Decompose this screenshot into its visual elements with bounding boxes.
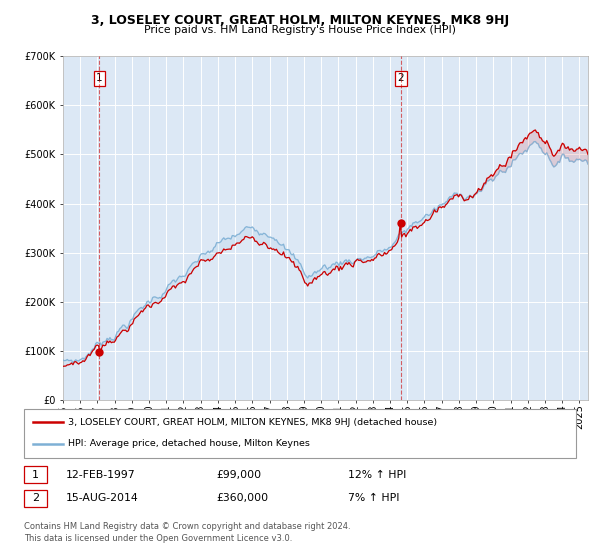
Text: Price paid vs. HM Land Registry's House Price Index (HPI): Price paid vs. HM Land Registry's House … <box>144 25 456 35</box>
Text: 1: 1 <box>96 73 103 83</box>
Text: 12% ↑ HPI: 12% ↑ HPI <box>348 470 406 480</box>
Text: 3, LOSELEY COURT, GREAT HOLM, MILTON KEYNES, MK8 9HJ: 3, LOSELEY COURT, GREAT HOLM, MILTON KEY… <box>91 14 509 27</box>
Text: 2: 2 <box>32 493 39 503</box>
Text: 7% ↑ HPI: 7% ↑ HPI <box>348 493 400 503</box>
Text: HPI: Average price, detached house, Milton Keynes: HPI: Average price, detached house, Milt… <box>68 440 310 449</box>
Text: Contains HM Land Registry data © Crown copyright and database right 2024.
This d: Contains HM Land Registry data © Crown c… <box>24 522 350 543</box>
Text: 15-AUG-2014: 15-AUG-2014 <box>66 493 139 503</box>
Text: 12-FEB-1997: 12-FEB-1997 <box>66 470 136 480</box>
Text: £99,000: £99,000 <box>216 470 261 480</box>
Text: 1: 1 <box>32 470 39 480</box>
Text: 2: 2 <box>397 73 404 83</box>
Text: 3, LOSELEY COURT, GREAT HOLM, MILTON KEYNES, MK8 9HJ (detached house): 3, LOSELEY COURT, GREAT HOLM, MILTON KEY… <box>68 418 437 427</box>
Text: £360,000: £360,000 <box>216 493 268 503</box>
